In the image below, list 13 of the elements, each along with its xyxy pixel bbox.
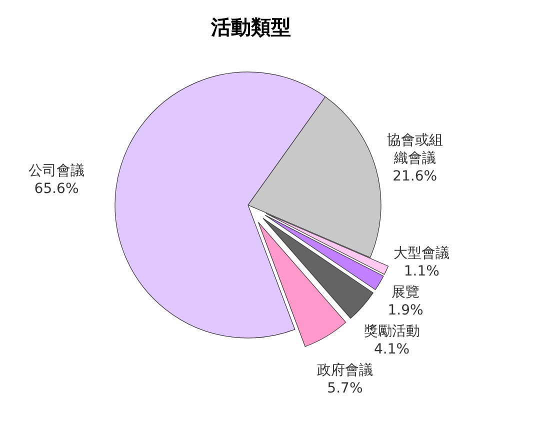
- slice-label: 公司會議: [28, 162, 85, 179]
- data-label: 1.1%: [404, 264, 440, 280]
- slice-label: 獎勵活動: [364, 324, 420, 340]
- chart-title: 活動類型: [210, 15, 291, 39]
- slice-label: 展覽: [392, 284, 420, 301]
- data-label: 5.7%: [327, 380, 363, 397]
- slice-label: 大型會議: [394, 246, 450, 262]
- data-label: 21.6%: [392, 168, 438, 184]
- data-label: 65.6%: [34, 180, 79, 197]
- slice-label: 協會或組織會議: [386, 132, 443, 166]
- slice-label: 政府會議: [316, 362, 373, 379]
- data-label: 4.1%: [374, 342, 410, 358]
- data-label: 1.9%: [388, 302, 424, 319]
